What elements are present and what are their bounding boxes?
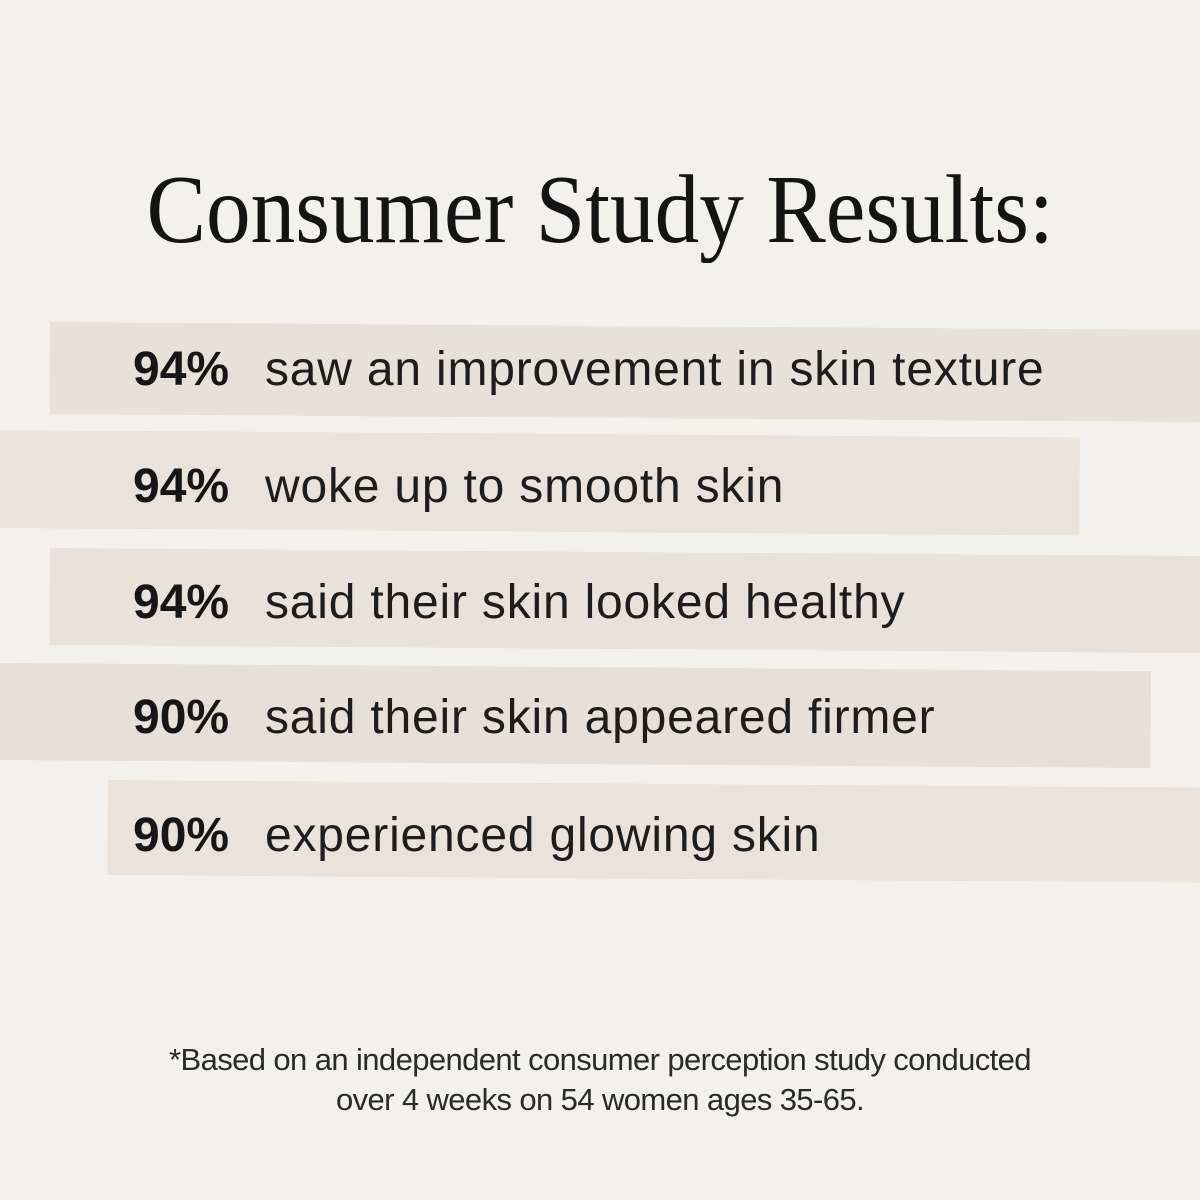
page-title: Consumer Study Results:: [0, 158, 1200, 262]
percent-value: 94%: [133, 575, 230, 629]
result-row: 90% experienced glowing skin: [133, 809, 821, 862]
percent-value: 94%: [133, 342, 230, 396]
result-row: 94% said their skin looked healthy: [133, 576, 905, 629]
result-description: said their skin appeared firmer: [265, 690, 936, 744]
footnote-line-2: over 4 weeks on 54 women ages 35-65.: [335, 1082, 865, 1117]
result-description: said their skin looked healthy: [265, 575, 906, 629]
percent-value: 94%: [133, 459, 230, 513]
result-row: 90% said their skin appeared firmer: [133, 691, 935, 744]
page-title-text: Consumer Study Results:: [146, 156, 1054, 263]
result-description: woke up to smooth skin: [265, 459, 785, 513]
result-description: experienced glowing skin: [265, 808, 821, 862]
result-description: saw an improvement in skin texture: [265, 342, 1045, 396]
footnote-line-1: *Based on an independent consumer percep…: [169, 1042, 1032, 1077]
percent-value: 90%: [133, 808, 230, 862]
percent-value: 90%: [133, 690, 230, 744]
result-row: 94% woke up to smooth skin: [133, 460, 784, 513]
footnote: *Based on an independent consumer percep…: [0, 1040, 1200, 1120]
result-row: 94% saw an improvement in skin texture: [133, 343, 1045, 396]
